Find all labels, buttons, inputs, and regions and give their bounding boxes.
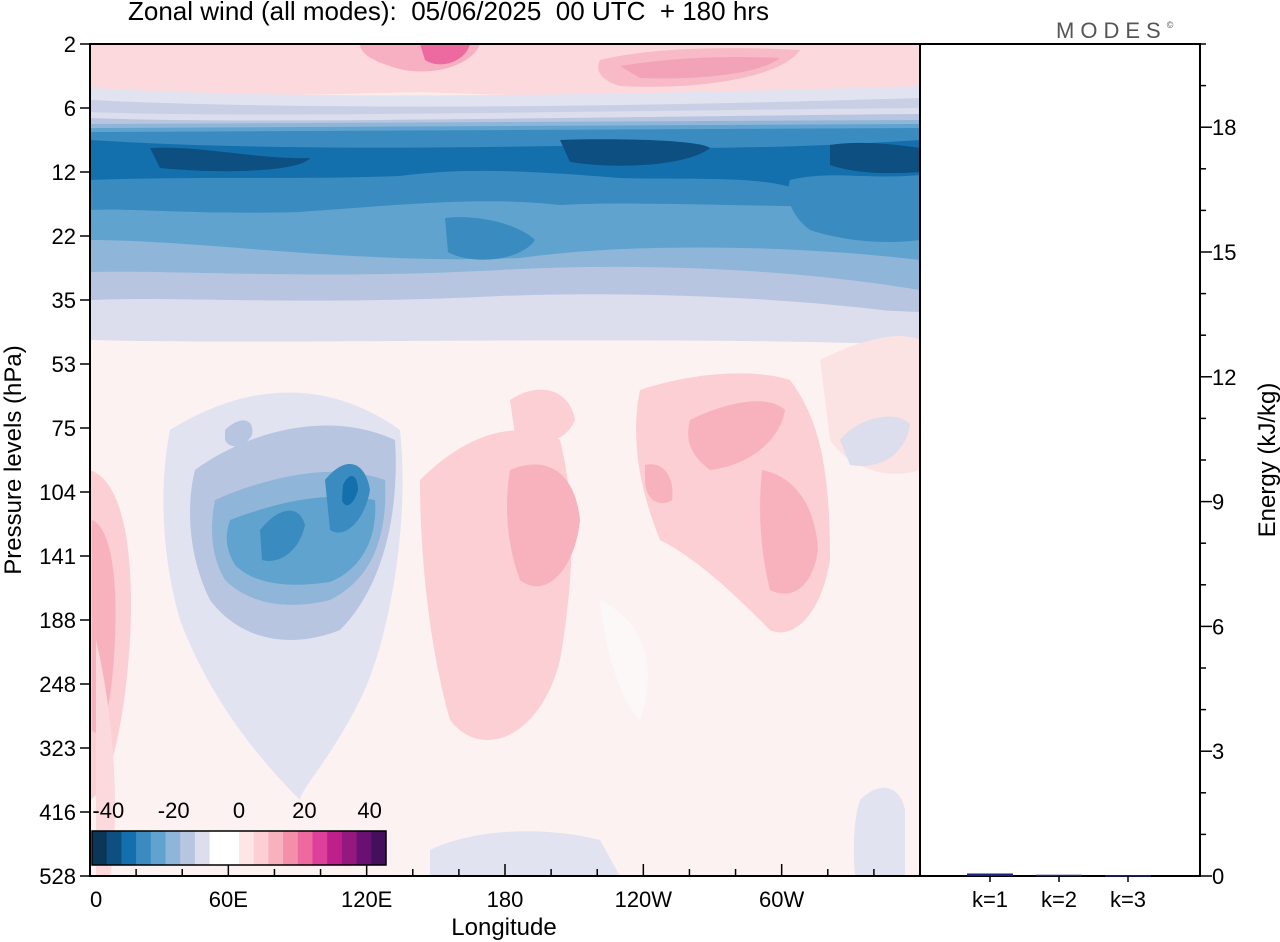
x-tick-label: 180: [487, 887, 524, 912]
energy-x-tick-label: k=3: [1110, 887, 1146, 912]
energy-tick-label: 15: [1212, 240, 1236, 265]
colorbar-swatch: [371, 831, 387, 865]
colorbar-frame: [91, 830, 387, 866]
colorbar-swatch: [297, 831, 313, 865]
energy-tick-label: 18: [1212, 115, 1236, 140]
energy-x-tick-label: k=1: [972, 887, 1008, 912]
x-tick-label: 0: [90, 887, 102, 912]
x-axis-label: Longitude: [451, 914, 556, 941]
colorbar-tick-label: -20: [158, 798, 190, 823]
y-tick-label: 35: [52, 288, 76, 313]
y-tick-label: 416: [39, 800, 76, 825]
y-tick-label: 75: [52, 416, 76, 441]
colorbar-swatch: [121, 831, 137, 865]
y-tick-label: 188: [39, 608, 76, 633]
y-tick-label: 12: [52, 160, 76, 185]
x-tick-label: 120E: [341, 887, 392, 912]
y-tick-label: 2: [64, 32, 76, 57]
y-tick-label: 323: [39, 736, 76, 761]
energy-frame: [919, 43, 1201, 877]
colorbar-swatch: [253, 831, 269, 865]
colorbar-swatch: [283, 831, 299, 865]
y-tick-label: 53: [52, 352, 76, 377]
y-axis-label: Pressure levels (hPa): [0, 345, 27, 574]
colorbar-swatch: [224, 831, 240, 865]
colorbar-swatch: [136, 831, 152, 865]
colorbar-swatch: [92, 831, 108, 865]
colorbar-swatch: [209, 831, 225, 865]
energy-axis: 0 3 6 9 12 15 18: [1200, 43, 1236, 889]
colorbar-swatch: [106, 831, 122, 865]
y-tick-label: 528: [39, 864, 76, 889]
y-tick-label: 141: [39, 544, 76, 569]
energy-tick-label: 6: [1212, 614, 1224, 639]
y-axis: 2 6 12 22 35 53 75 104 141 188 248 323 416 528: [39, 32, 90, 889]
energy-bar-k2: [1036, 874, 1082, 877]
colorbar-tick-label: 20: [292, 798, 316, 823]
chart-title: Zonal wind (all modes): 05/06/2025 00 UT…: [128, 0, 769, 26]
colorbar-swatch: [239, 831, 255, 865]
energy-x-tick-label: k=2: [1041, 887, 1077, 912]
colorbar-swatch: [150, 831, 166, 865]
modes-logo: MODES©: [1056, 18, 1174, 43]
colorbar-swatch: [356, 831, 372, 865]
contour-field: [90, 44, 920, 876]
colorbar-swatch: [268, 831, 284, 865]
energy-tick-label: 12: [1212, 365, 1236, 390]
colorbar-tick-label: 40: [357, 798, 381, 823]
colorbar-swatch: [327, 831, 343, 865]
x-axis: 0 60E 120E 180 120W 60W: [89, 864, 921, 912]
x-tick-label: 60E: [209, 887, 248, 912]
y-tick-label: 6: [64, 96, 76, 121]
energy-panel: 0 3 6 9 12 15 18 k=1 k=2 k=3 Energy (kJ/kg): [919, 43, 1280, 912]
energy-tick-label: 0: [1212, 864, 1224, 889]
energy-tick-label: 9: [1212, 490, 1224, 515]
energy-axis-label: Energy (kJ/kg): [1254, 383, 1280, 538]
colorbar-swatch: [312, 831, 328, 865]
colorbar: -40 -20 0 20 40: [91, 798, 387, 866]
x-tick-label: 60W: [759, 887, 804, 912]
colorbar-tick-label: -40: [92, 798, 124, 823]
y-tick-label: 22: [52, 224, 76, 249]
energy-tick-label: 3: [1212, 739, 1224, 764]
colorbar-swatch: [194, 831, 211, 865]
energy-bars: k=1 k=2 k=3: [967, 873, 1151, 912]
energy-bar-k3: [1105, 875, 1151, 877]
colorbar-tick-label: 0: [233, 798, 245, 823]
y-tick-label: 104: [39, 480, 76, 505]
colorbar-swatch: [180, 831, 196, 865]
x-tick-label: 120W: [615, 887, 673, 912]
contour-plot: 0 60E 120E 180 120W 60W 2 6 12 22 35 53 75 104 141 188…: [0, 32, 921, 941]
energy-bar-k1: [967, 873, 1013, 876]
y-tick-label: 248: [39, 672, 76, 697]
colorbar-swatch: [165, 831, 181, 865]
colorbar-swatch: [341, 831, 358, 865]
